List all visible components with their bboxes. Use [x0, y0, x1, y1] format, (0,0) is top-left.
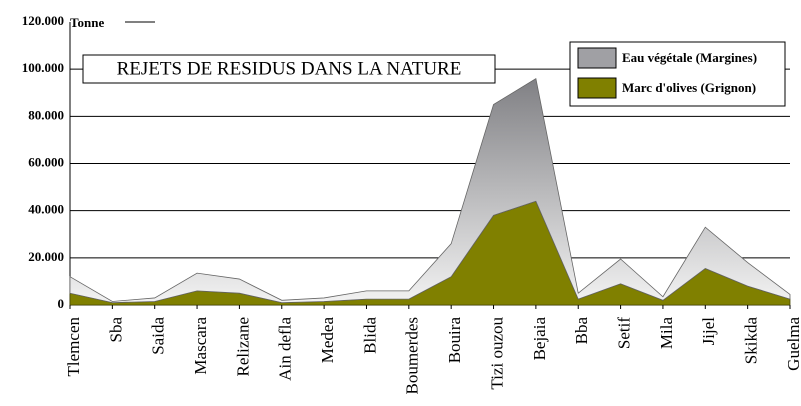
x-tick-label: Medea	[318, 317, 337, 364]
x-tick-label: Saida	[149, 317, 168, 355]
x-tick-label: Sba	[106, 317, 125, 343]
chart-title: REJETS DE RESIDUS DANS LA NATURE	[117, 58, 462, 79]
x-tick-label: Setif	[614, 317, 633, 349]
x-tick-label: Relizane	[233, 317, 252, 376]
y-tick-label: 40.000	[28, 202, 64, 217]
x-tick-label: Tlemcen	[64, 317, 83, 377]
x-tick-label: Guelma	[784, 317, 801, 371]
y-tick-label: 80.000	[28, 107, 64, 122]
x-tick-label: Mascara	[191, 317, 210, 375]
x-tick-label: Blida	[360, 317, 379, 354]
y-tick-label: 0	[58, 296, 65, 311]
x-tick-label: Bouira	[445, 317, 464, 364]
y-tick-label: 120.000	[22, 13, 64, 28]
y-tick-label: 100.000	[22, 60, 64, 75]
y-tick-label: 20.000	[28, 249, 64, 264]
y-tick-label: 60.000	[28, 154, 64, 169]
x-tick-label: Boumerdes	[403, 317, 422, 394]
x-tick-label: Bejaia	[530, 317, 549, 361]
legend: Eau végétale (Margines) Marc d'olives (Gr…	[577, 47, 757, 99]
x-tick-label: Skikda	[742, 317, 761, 365]
legend-swatch	[577, 47, 617, 69]
x-tick-label: Jijel	[699, 317, 718, 346]
y-axis-label: Tonne	[70, 15, 104, 30]
title-box	[82, 54, 496, 84]
x-tick-label: Mila	[657, 317, 676, 350]
x-tick-label: Ain defla	[276, 317, 295, 381]
x-tick-label: Tizi ouzou	[487, 317, 506, 390]
area	[69, 77, 791, 304]
legend-label: Marc d'olives (Grignon)	[622, 80, 756, 95]
x-tick-label: Bba	[572, 317, 591, 345]
legend-label: Eau végétale (Margines)	[622, 50, 757, 65]
legend-swatch	[577, 77, 617, 99]
